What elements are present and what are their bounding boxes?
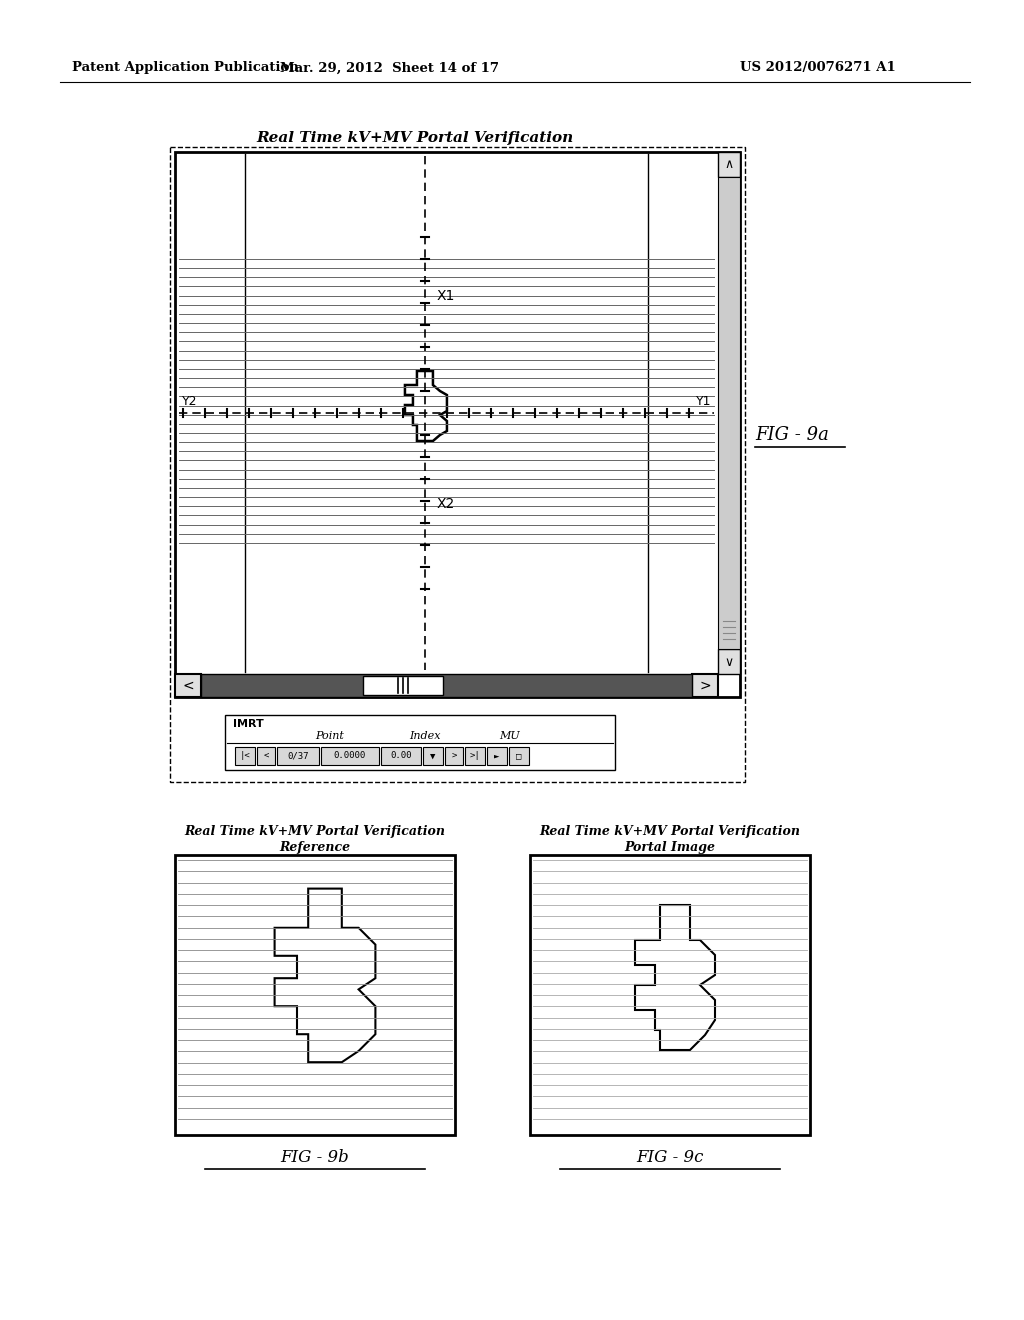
Bar — [321, 747, 379, 766]
Bar — [465, 747, 485, 766]
Text: >: > — [699, 678, 711, 693]
Bar — [718, 152, 740, 177]
Text: ►: ► — [495, 751, 500, 760]
Text: >|: >| — [470, 751, 480, 760]
Text: Real Time kV+MV Portal Verification: Real Time kV+MV Portal Verification — [540, 825, 801, 838]
Text: IMRT: IMRT — [233, 719, 264, 729]
Bar — [423, 747, 443, 766]
Text: <: < — [182, 678, 194, 693]
Bar — [278, 747, 319, 766]
Bar — [364, 676, 443, 696]
Text: US 2012/0076271 A1: US 2012/0076271 A1 — [740, 62, 896, 74]
Text: FIG - 9a: FIG - 9a — [755, 426, 828, 445]
Text: FIG - 9c: FIG - 9c — [636, 1148, 703, 1166]
Bar — [718, 177, 740, 649]
Text: Y2: Y2 — [182, 395, 198, 408]
Bar — [234, 747, 255, 766]
Text: |<: |< — [240, 751, 251, 760]
Text: 0/37: 0/37 — [288, 751, 309, 760]
Text: <: < — [263, 751, 268, 760]
Bar — [170, 147, 745, 781]
Bar — [530, 855, 810, 1135]
Text: 0.00: 0.00 — [390, 751, 412, 760]
Bar — [175, 855, 455, 1135]
Text: Index: Index — [410, 731, 440, 741]
Bar — [257, 747, 275, 766]
Text: X1: X1 — [437, 289, 456, 304]
Bar — [225, 715, 615, 770]
Text: Portal Image: Portal Image — [625, 841, 716, 854]
Bar — [487, 747, 507, 766]
Text: X2: X2 — [437, 496, 456, 511]
Text: ∨: ∨ — [724, 656, 733, 668]
Bar — [692, 675, 718, 697]
Text: >: > — [452, 751, 457, 760]
Text: Y1: Y1 — [695, 395, 711, 408]
Bar — [509, 747, 529, 766]
Bar — [445, 747, 463, 766]
Text: Patent Application Publication: Patent Application Publication — [72, 62, 299, 74]
Bar — [175, 675, 201, 697]
Text: 0.0000: 0.0000 — [334, 751, 367, 760]
Text: MU: MU — [500, 731, 520, 741]
Bar — [718, 649, 740, 675]
Text: FIG - 9b: FIG - 9b — [281, 1148, 349, 1166]
Bar — [201, 675, 692, 697]
Text: Mar. 29, 2012  Sheet 14 of 17: Mar. 29, 2012 Sheet 14 of 17 — [281, 62, 500, 74]
Text: Reference: Reference — [280, 841, 350, 854]
Text: Real Time kV+MV Portal Verification: Real Time kV+MV Portal Verification — [184, 825, 445, 838]
Text: ∧: ∧ — [724, 157, 733, 170]
Text: □: □ — [516, 751, 521, 760]
Text: ▼: ▼ — [430, 751, 435, 760]
Bar — [381, 747, 421, 766]
Text: Point: Point — [315, 731, 344, 741]
Bar — [175, 152, 740, 697]
Text: Real Time kV+MV Portal Verification: Real Time kV+MV Portal Verification — [256, 131, 573, 145]
